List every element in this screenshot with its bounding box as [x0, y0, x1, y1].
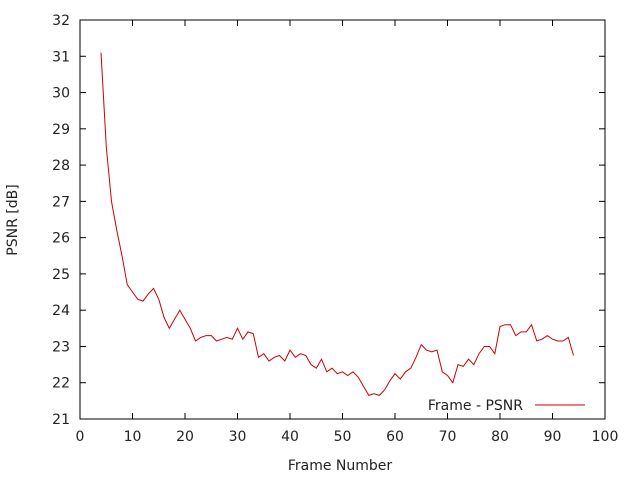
x-tick-label: 30: [229, 429, 247, 445]
y-tick-label: 21: [52, 412, 70, 428]
y-tick-label: 22: [52, 376, 70, 392]
y-tick-label: 31: [52, 49, 70, 65]
y-tick-label: 29: [52, 122, 70, 138]
series-layer: [100, 52, 574, 397]
legend-label: Frame - PSNR: [428, 398, 523, 414]
x-tick-label: 80: [491, 429, 509, 445]
plot-area: [79, 19, 606, 420]
x-axis-title: Frame Number: [288, 458, 393, 474]
x-tick-label: 20: [176, 429, 194, 445]
x-tick-label: 100: [592, 429, 619, 445]
axis-ticks: [79, 19, 606, 420]
y-tick-label: 32: [52, 13, 70, 29]
x-tick-label: 70: [439, 429, 457, 445]
y-tick-label: 30: [52, 86, 70, 102]
x-tick-label: 0: [76, 429, 85, 445]
x-tick-label: 40: [281, 429, 299, 445]
y-tick-label: 23: [52, 339, 70, 355]
tick-labels: 0 10 20 30 40 50 60 70 80 90 100 21 22 23 24 25 26 27 28 29…: [52, 13, 618, 445]
plot-border: [79, 19, 606, 420]
y-tick-label: 27: [52, 194, 70, 210]
legend: Frame - PSNR: [428, 398, 585, 414]
y-tick-label: 24: [52, 303, 70, 319]
y-tick-label: 26: [52, 231, 70, 247]
x-tick-label: 10: [124, 429, 142, 445]
y-tick-label: 25: [52, 267, 70, 283]
series-line-psnr: [100, 52, 574, 397]
y-axis-title: PSNR [dB]: [5, 184, 21, 255]
y-tick-label: 28: [52, 158, 70, 174]
x-tick-label: 50: [334, 429, 352, 445]
x-tick-label: 90: [544, 429, 562, 445]
x-tick-label: 60: [386, 429, 404, 445]
